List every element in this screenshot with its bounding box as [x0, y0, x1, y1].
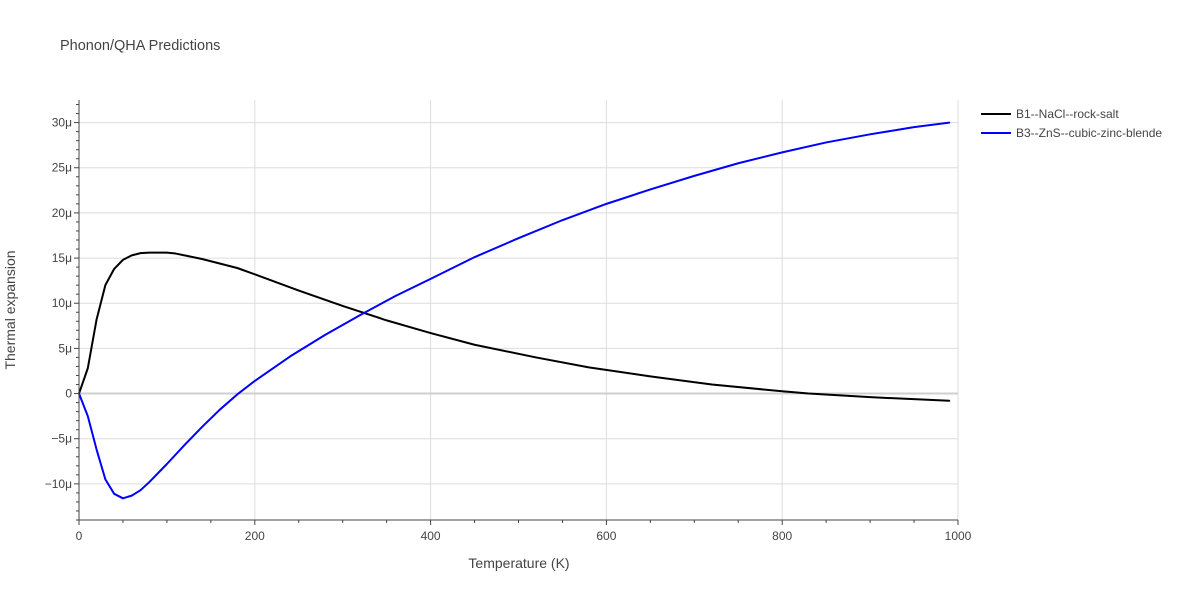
- y-axis-title: Thermal expansion: [2, 250, 18, 369]
- series-line-1: [78, 121, 951, 500]
- x-tick-label: 1000: [945, 529, 972, 543]
- legend-item-0[interactable]: B1--NaCl--rock-salt: [981, 107, 1119, 121]
- chart-title: Phonon/QHA Predictions: [60, 38, 220, 54]
- legend[interactable]: B1--NaCl--rock-salt B3--ZnS--cubic-zinc-b…: [981, 107, 1162, 140]
- x-tick-label: 600: [596, 529, 616, 543]
- x-tick-label: 800: [772, 529, 792, 543]
- legend-label: B3--ZnS--cubic-zinc-blende: [1016, 126, 1162, 140]
- y-tick-label: 0: [65, 387, 72, 401]
- y-tick-label: 15μ: [52, 251, 72, 265]
- y-tick-label: −5μ: [51, 432, 72, 446]
- series-layer: [78, 121, 951, 500]
- x-tick-label: 200: [245, 529, 265, 543]
- x-tick-labels: 0 200 400 600 800 1000: [76, 529, 972, 543]
- legend-item-1[interactable]: B3--ZnS--cubic-zinc-blende: [981, 126, 1162, 140]
- y-tick-label: 30μ: [52, 116, 72, 130]
- axes: [74, 100, 959, 525]
- grid: [79, 100, 959, 520]
- y-tick-label: 20μ: [52, 206, 72, 220]
- y-tick-label: −10μ: [45, 477, 72, 491]
- y-tick-labels: −10μ −5μ 0 5μ 10μ 15μ 20μ 25μ 30μ: [45, 116, 73, 491]
- legend-label: B1--NaCl--rock-salt: [1016, 107, 1119, 121]
- y-tick-label: 5μ: [58, 341, 72, 355]
- y-tick-label: 25μ: [52, 161, 72, 175]
- x-tick-label: 400: [421, 529, 441, 543]
- x-tick-label: 0: [76, 529, 83, 543]
- series-line-0: [78, 251, 951, 402]
- y-tick-label: 10μ: [52, 296, 72, 310]
- x-axis-title: Temperature (K): [468, 555, 569, 571]
